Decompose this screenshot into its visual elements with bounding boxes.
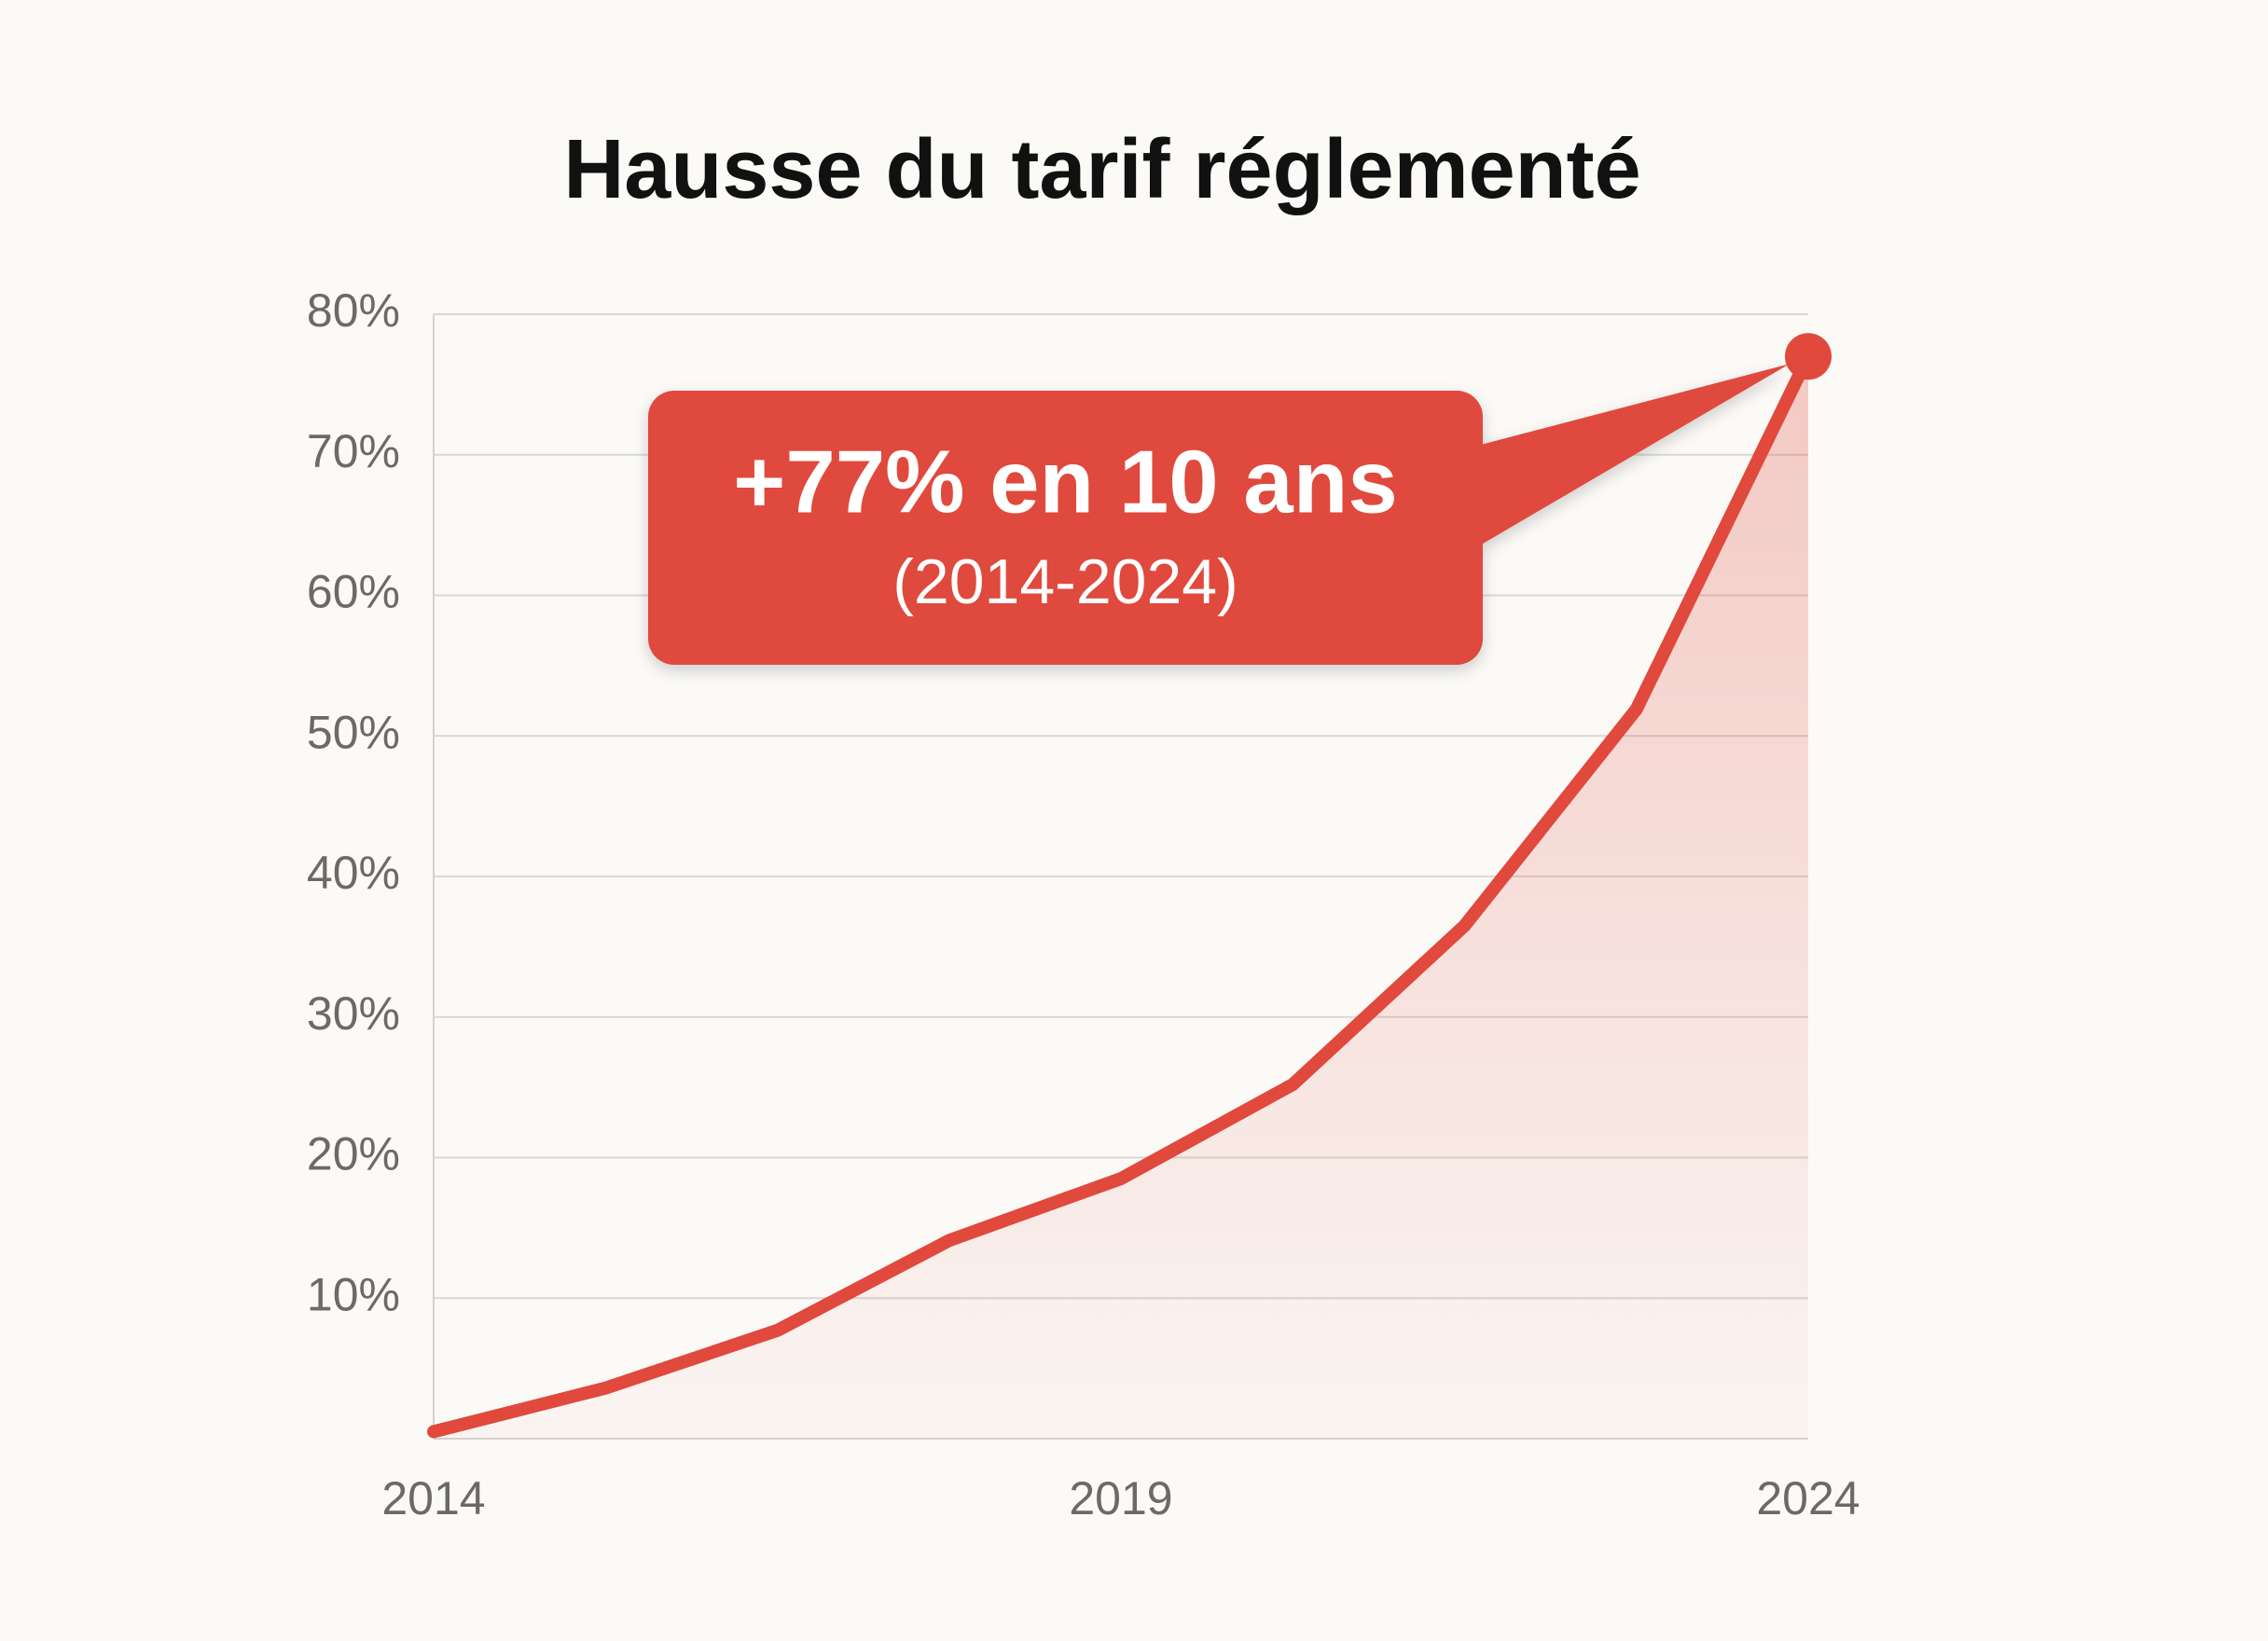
y-tick-label: 40%	[307, 847, 400, 899]
annotation-text: +77% en 10 ans	[733, 432, 1397, 531]
y-tick-label: 60%	[307, 566, 400, 618]
y-tick-label: 20%	[307, 1128, 400, 1180]
y-tick-label: 80%	[307, 284, 400, 337]
chart-title: Hausse du tarif réglementé	[563, 123, 1640, 216]
line	[427, 350, 1815, 1439]
annotation-callout	[648, 364, 1790, 665]
x-tick-label: 2014	[381, 1472, 485, 1524]
y-tick-label: 70%	[307, 425, 400, 477]
end-point	[1785, 333, 1832, 380]
area	[434, 356, 1808, 1440]
y-tick-label: 10%	[307, 1268, 400, 1320]
y-tick-label: 30%	[307, 987, 400, 1040]
callout-pointer	[1473, 364, 1790, 549]
x-tick-label: 2024	[1756, 1472, 1860, 1524]
annotation-subtext: (2014-2024)	[892, 546, 1238, 617]
x-tick-label: 2019	[1069, 1472, 1172, 1524]
callout-box	[648, 391, 1483, 665]
y-tick-label: 50%	[307, 706, 400, 758]
